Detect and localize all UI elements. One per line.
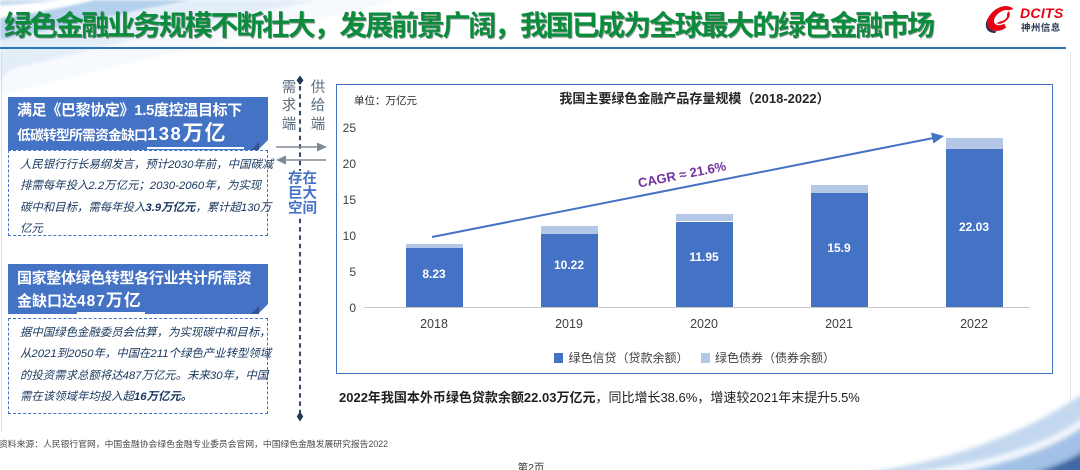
svg-text:神州信息: 神州信息: [1021, 20, 1061, 34]
svg-text:DCITS: DCITS: [1020, 5, 1064, 21]
